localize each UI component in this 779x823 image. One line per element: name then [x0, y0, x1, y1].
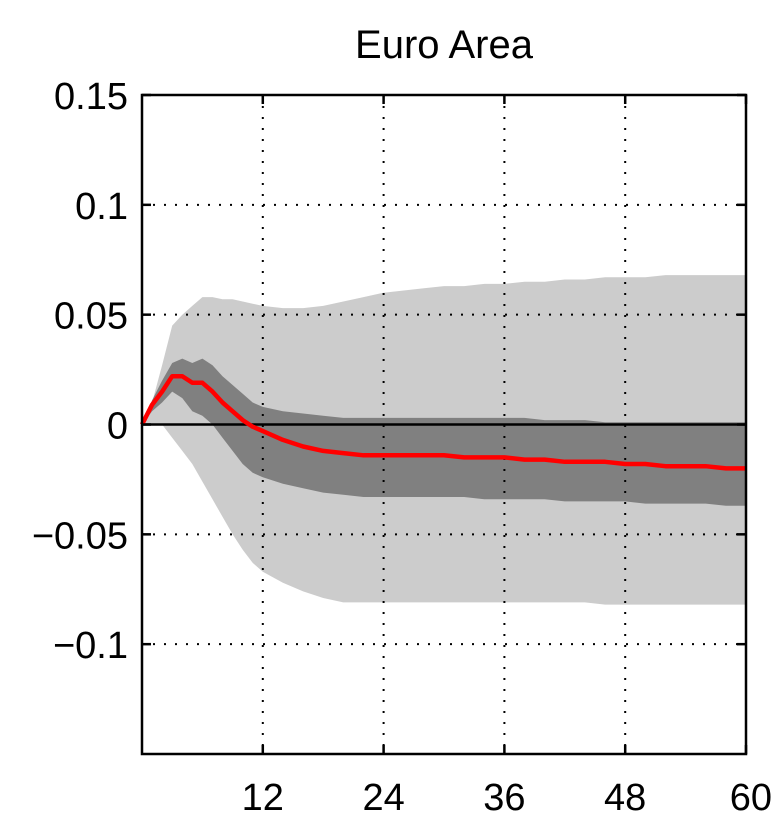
- x-tick-label-1: 24: [362, 777, 404, 819]
- x-tick-label-2: 36: [483, 777, 525, 819]
- x-tick-label-4: 60: [730, 777, 772, 819]
- y-axis: 0.15 0.1 0.05 0 −0.05 −0.1: [32, 76, 746, 667]
- x-tick-label-0: 12: [242, 777, 284, 819]
- y-tick-label-4: −0.05: [32, 515, 128, 557]
- confidence-bands: [142, 275, 746, 605]
- inner-band: [142, 358, 746, 506]
- y-tick-label-0: 0.15: [54, 76, 128, 118]
- y-tick-label-5: −0.1: [53, 625, 128, 667]
- x-axis: 12 24 36 48 60: [242, 95, 772, 819]
- x-tick-label-3: 48: [604, 777, 646, 819]
- y-tick-label-2: 0.05: [54, 296, 128, 338]
- y-tick-label-3: 0: [107, 406, 128, 448]
- y-tick-label-1: 0.1: [75, 186, 128, 228]
- grid-lines: [142, 95, 746, 754]
- chart-title: Euro Area: [355, 23, 534, 67]
- median-response-line: [139, 373, 746, 471]
